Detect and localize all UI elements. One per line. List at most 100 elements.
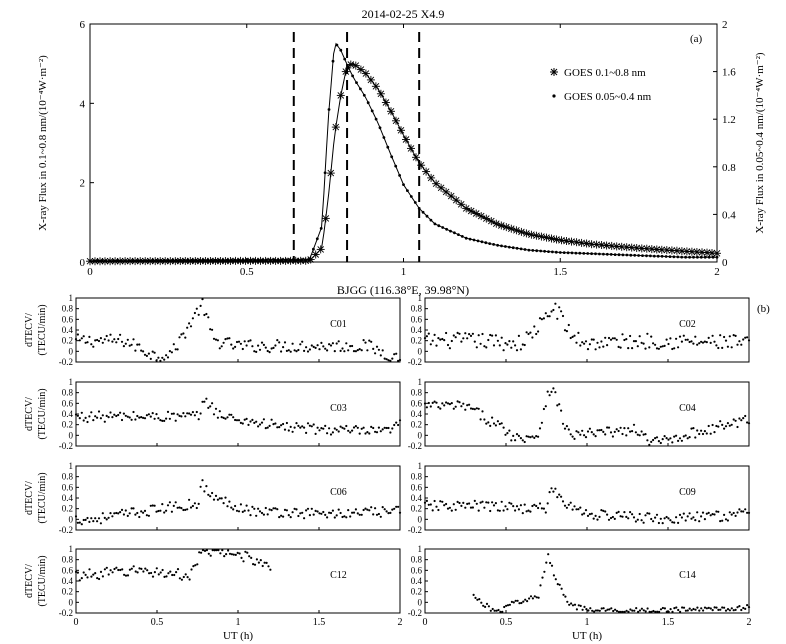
tec-data-point <box>276 339 279 342</box>
tec-data-point <box>249 514 252 517</box>
tec-data-point <box>318 429 321 432</box>
tec-data-point <box>514 599 517 602</box>
tec-data-point <box>726 608 730 611</box>
tec-data-point <box>287 429 290 432</box>
tec-data-point <box>627 347 630 350</box>
tec-data-point <box>692 607 695 611</box>
tec-data-point <box>698 432 701 436</box>
data-point-dot <box>578 251 582 255</box>
tec-data-point <box>591 609 594 612</box>
tec-data-point <box>347 349 350 352</box>
tec-data-point <box>732 334 735 337</box>
data-point-dot <box>351 74 354 78</box>
tec-data-point <box>306 422 310 425</box>
tec-data-point <box>134 570 137 573</box>
tec-data-point <box>494 334 497 337</box>
legend-label-1: GOES 0.05~0.4 nm <box>564 91 652 103</box>
tec-data-point <box>130 507 133 510</box>
tec-data-point <box>638 434 641 437</box>
tec-data-point <box>659 441 662 445</box>
tec-data-point <box>128 568 131 571</box>
tec-data-point <box>558 583 561 586</box>
tec-y-tick-label: 0 <box>418 514 423 524</box>
tec-data-point <box>740 343 743 346</box>
tec-data-point <box>525 331 528 334</box>
tec-data-point <box>172 412 175 415</box>
tec-data-point <box>260 421 264 424</box>
tec-data-point <box>525 510 528 513</box>
tec-data-point <box>124 342 127 345</box>
tec-data-point <box>86 341 89 344</box>
tec-data-point <box>648 443 651 446</box>
tec-data-point <box>489 509 492 513</box>
tec-data-point <box>191 504 194 508</box>
tec-data-point <box>694 335 697 338</box>
tec-data-point <box>533 325 536 328</box>
tec-data-point <box>550 564 554 567</box>
tec-data-point <box>243 418 246 421</box>
tec-data-point <box>598 346 601 349</box>
tec-data-point <box>180 578 183 581</box>
y-tick-label-right: 0 <box>722 257 728 269</box>
tec-data-point <box>602 509 605 512</box>
data-point-dot <box>558 251 562 254</box>
tec-data-point <box>176 568 180 571</box>
chart-a-title: 2014-02-25 X4.9 <box>362 7 445 21</box>
tec-data-point <box>253 350 256 353</box>
tec-data-point <box>397 505 400 508</box>
tec-data-point <box>82 518 85 522</box>
tec-x-tick-label: 1 <box>236 617 241 628</box>
tec-data-point <box>84 518 87 522</box>
tec-data-point <box>529 595 533 598</box>
tec-data-point <box>205 549 208 552</box>
tec-y-tick-label: 0.6 <box>411 565 423 575</box>
data-point-asterisk <box>507 224 516 233</box>
tec-data-point <box>159 509 162 512</box>
tec-y-tick-label: 0.2 <box>62 504 73 514</box>
tec-data-point <box>604 609 607 612</box>
tec-data-point <box>280 514 283 517</box>
tec-data-point <box>468 403 471 406</box>
tec-data-point <box>475 502 478 505</box>
tec-data-point <box>349 345 352 348</box>
tec-data-point <box>124 574 128 577</box>
tec-data-point <box>526 600 529 603</box>
data-point-dot <box>480 240 484 244</box>
tec-data-point <box>446 507 450 510</box>
tec-data-point <box>565 425 569 428</box>
tec-data-point <box>552 387 555 390</box>
tec-data-point <box>682 334 685 337</box>
tec-data-point <box>531 504 534 508</box>
data-point-dot <box>319 227 323 230</box>
tec-data-point <box>347 429 350 432</box>
tec-data-point <box>654 437 657 440</box>
data-point-dot <box>660 254 664 258</box>
data-point-dot <box>692 255 695 259</box>
tec-data-point <box>508 429 511 432</box>
tec-data-point <box>213 549 216 552</box>
tec-data-point <box>502 509 505 512</box>
tec-data-point <box>594 514 597 518</box>
tec-data-point <box>545 561 548 564</box>
tec-data-point <box>76 333 79 336</box>
tec-data-point <box>483 418 486 421</box>
tec-data-point <box>627 427 630 430</box>
tec-x-tick-label: 1.5 <box>313 617 326 628</box>
tec-data-point <box>623 510 626 514</box>
tec-data-point <box>435 344 438 347</box>
tec-data-point <box>270 347 273 350</box>
tec-data-point <box>640 607 644 610</box>
tec-data-point <box>491 501 494 504</box>
data-point-dot <box>492 243 495 246</box>
tec-y-tick-label: 0 <box>418 346 423 356</box>
tec-data-point <box>575 508 578 511</box>
tec-data-point <box>510 439 513 442</box>
panel-a: 2014-02-25 X4.9 (a) 0 0.5 1 1.5 2024600.40.8… <box>37 7 766 278</box>
tec-y-tick-label: 0.4 <box>411 325 423 335</box>
tec-data-point <box>178 506 181 509</box>
y-tick-label-left: 0 <box>80 257 86 269</box>
tec-data-point <box>86 576 89 579</box>
tec-data-point <box>681 606 684 609</box>
tec-data-point <box>250 556 253 560</box>
tec-data-point <box>389 359 392 362</box>
